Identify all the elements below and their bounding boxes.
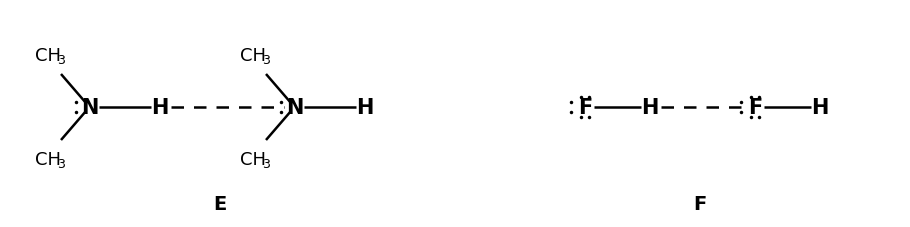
- Text: F: F: [748, 98, 763, 118]
- Text: 3: 3: [57, 54, 65, 67]
- Text: F: F: [578, 98, 592, 118]
- Text: 3: 3: [262, 158, 270, 171]
- Text: 3: 3: [262, 54, 270, 67]
- Text: H: H: [642, 98, 659, 118]
- Text: CH: CH: [35, 150, 61, 168]
- Text: CH: CH: [35, 47, 61, 65]
- Text: CH: CH: [240, 47, 266, 65]
- Text: H: H: [151, 98, 168, 118]
- Text: CH: CH: [240, 150, 266, 168]
- Text: E: E: [213, 195, 227, 214]
- Text: N: N: [81, 98, 98, 118]
- Text: F: F: [693, 195, 707, 214]
- Text: H: H: [812, 98, 829, 118]
- Text: N: N: [287, 98, 304, 118]
- Text: H: H: [357, 98, 374, 118]
- Text: 3: 3: [57, 158, 65, 171]
